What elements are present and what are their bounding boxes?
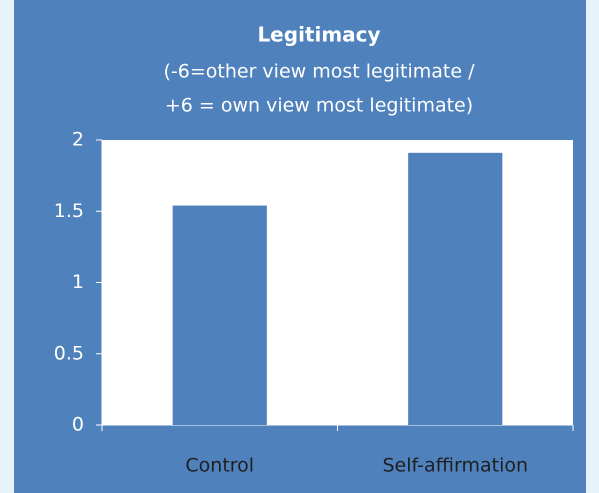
chart-title: Legitimacy xyxy=(257,23,380,47)
chart-subtitle: +6 = own view most legitimate) xyxy=(165,95,473,117)
chart-subtitle: (-6=other view most legitimate / xyxy=(163,61,475,83)
bar xyxy=(408,152,503,425)
y-tick-label: 2 xyxy=(72,129,84,151)
y-tick-label: 1 xyxy=(72,271,84,293)
bar xyxy=(172,205,267,425)
y-tick-label: 1.5 xyxy=(54,200,84,222)
y-tick-label: 0.5 xyxy=(54,342,84,364)
x-tick-label: Control xyxy=(185,455,254,477)
x-tick-label: Self-affirmation xyxy=(382,455,528,477)
y-tick-label: 0 xyxy=(72,414,84,436)
